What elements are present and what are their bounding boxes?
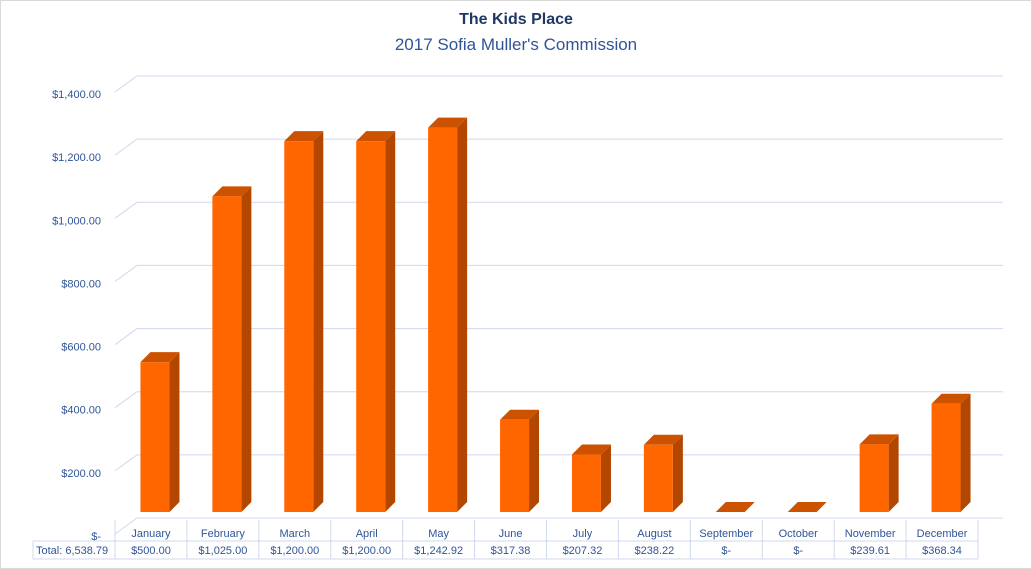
gridline-side: [114, 138, 138, 156]
data-label: $207.32: [563, 545, 603, 557]
bar-top: [859, 434, 899, 445]
category-label: August: [637, 528, 671, 540]
gridline-side: [114, 328, 138, 345]
bar-top: [931, 393, 971, 404]
gridline-side: [114, 265, 138, 282]
bar-top: [284, 131, 324, 142]
y-tick-label: $1,000.00: [52, 215, 101, 227]
bar-side: [241, 186, 252, 512]
bar-side: [960, 393, 971, 512]
bar: [284, 141, 314, 512]
data-label: $1,200.00: [270, 545, 319, 557]
y-tick-label: $-: [91, 531, 101, 543]
data-label: $-: [793, 545, 803, 557]
y-tick-label: $600.00: [61, 342, 101, 354]
data-label: $239.61: [850, 545, 890, 557]
gridline-side: [114, 201, 138, 219]
bar-side: [313, 131, 324, 512]
bar-top: [428, 117, 468, 128]
bar-side: [888, 434, 899, 512]
y-tick-label: $1,200.00: [52, 152, 101, 164]
chart-subtitle: 2017 Sofia Muller's Commission: [394, 35, 638, 54]
y-tick-label: $1,400.00: [52, 89, 101, 101]
data-label: $1,025.00: [198, 545, 247, 557]
bar-top: [212, 186, 252, 197]
bar-side: [672, 434, 683, 512]
bar: [500, 419, 530, 512]
data-label: $238.22: [634, 545, 674, 557]
bar-top: [356, 131, 396, 142]
bar-top: [571, 444, 611, 455]
bar: [571, 454, 601, 512]
data-label: $1,200.00: [342, 545, 391, 557]
category-label: April: [356, 528, 378, 540]
gridline-side: [114, 75, 138, 93]
y-tick-label: $800.00: [61, 278, 101, 290]
bar-top: [140, 352, 180, 363]
bar-side: [169, 352, 180, 512]
y-tick-label: $400.00: [61, 405, 101, 417]
bar-top: [715, 502, 755, 512]
bar: [931, 403, 961, 512]
y-tick-label: $200.00: [61, 468, 101, 480]
bar-top: [643, 434, 683, 445]
category-label: December: [917, 528, 968, 540]
bar: [643, 444, 673, 512]
table-total-label: Total: 6,538.79: [36, 545, 108, 557]
category-label: July: [573, 528, 593, 540]
bar: [428, 127, 458, 512]
bar: [859, 444, 889, 512]
category-label: February: [201, 528, 246, 540]
chart-title: The Kids Place: [459, 11, 573, 28]
bar: [356, 141, 386, 512]
category-label: September: [699, 528, 753, 540]
category-label: March: [280, 528, 311, 540]
data-label: $500.00: [131, 545, 171, 557]
bar: [140, 362, 170, 512]
data-label: $368.34: [922, 545, 962, 557]
bar-side: [457, 117, 468, 512]
bar-top: [787, 502, 827, 512]
bar: [212, 196, 242, 512]
gridline-side: [114, 517, 138, 535]
data-label: $-: [721, 545, 731, 557]
bar-side: [385, 131, 396, 512]
category-label: January: [131, 528, 171, 540]
bar-side: [529, 409, 540, 512]
bar-side: [600, 444, 611, 512]
category-label: May: [428, 528, 449, 540]
data-label: $1,242.92: [414, 545, 463, 557]
data-label: $317.38: [491, 545, 531, 557]
category-label: June: [499, 528, 523, 540]
category-label: October: [779, 528, 818, 540]
gridline-side: [114, 454, 138, 472]
gridline-side: [114, 391, 138, 409]
category-label: November: [845, 528, 896, 540]
bar-top: [500, 409, 540, 420]
